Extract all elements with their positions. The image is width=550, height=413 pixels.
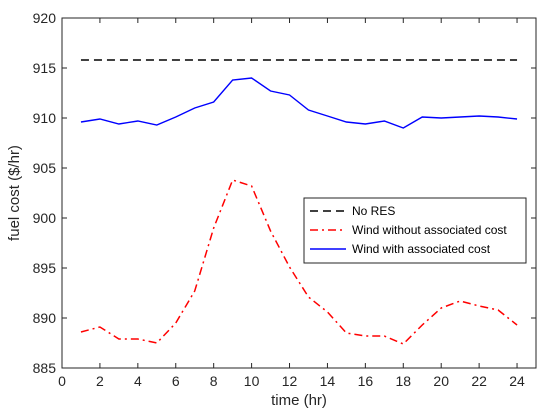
x-tick-label: 16 [358,373,374,389]
x-tick-label: 24 [509,373,525,389]
plot-area: 0 2 4 6 8 10 12 14 16 18 20 22 248858908959009059109… [6,10,537,409]
series-line-3 [80,77,518,129]
x-tick-label: 10 [244,373,260,389]
legend-entry-1: No RES [352,204,395,218]
x-tick-label: 4 [134,373,142,389]
y-tick-label: 890 [33,310,57,326]
y-axis-label: fuel cost ($/hr) [6,145,23,241]
y-tick-label: 905 [33,160,57,176]
y-tick-label: 895 [33,260,57,276]
legend-entry-2: Wind without associated cost [352,223,507,237]
x-tick-label: 22 [471,373,487,389]
series-line-2 [80,179,518,345]
y-tick-label: 900 [33,210,57,226]
y-tick-label: 920 [33,10,57,26]
y-tick-label: 885 [33,360,57,376]
x-tick-label: 14 [320,373,336,389]
legend-entry-3: Wind with associated cost [352,242,491,256]
y-tick-label: 915 [33,60,57,76]
axes-box [61,17,537,369]
x-tick-label: 6 [172,373,180,389]
x-tick-label: 18 [395,373,411,389]
x-axis-label: time (hr) [271,392,327,409]
x-tick-label: 20 [433,373,449,389]
y-tick-label: 910 [33,110,57,126]
x-tick-label: 8 [210,373,218,389]
x-tick-label: 2 [96,373,104,389]
x-tick-label: 0 [58,373,66,389]
x-tick-label: 12 [282,373,298,389]
